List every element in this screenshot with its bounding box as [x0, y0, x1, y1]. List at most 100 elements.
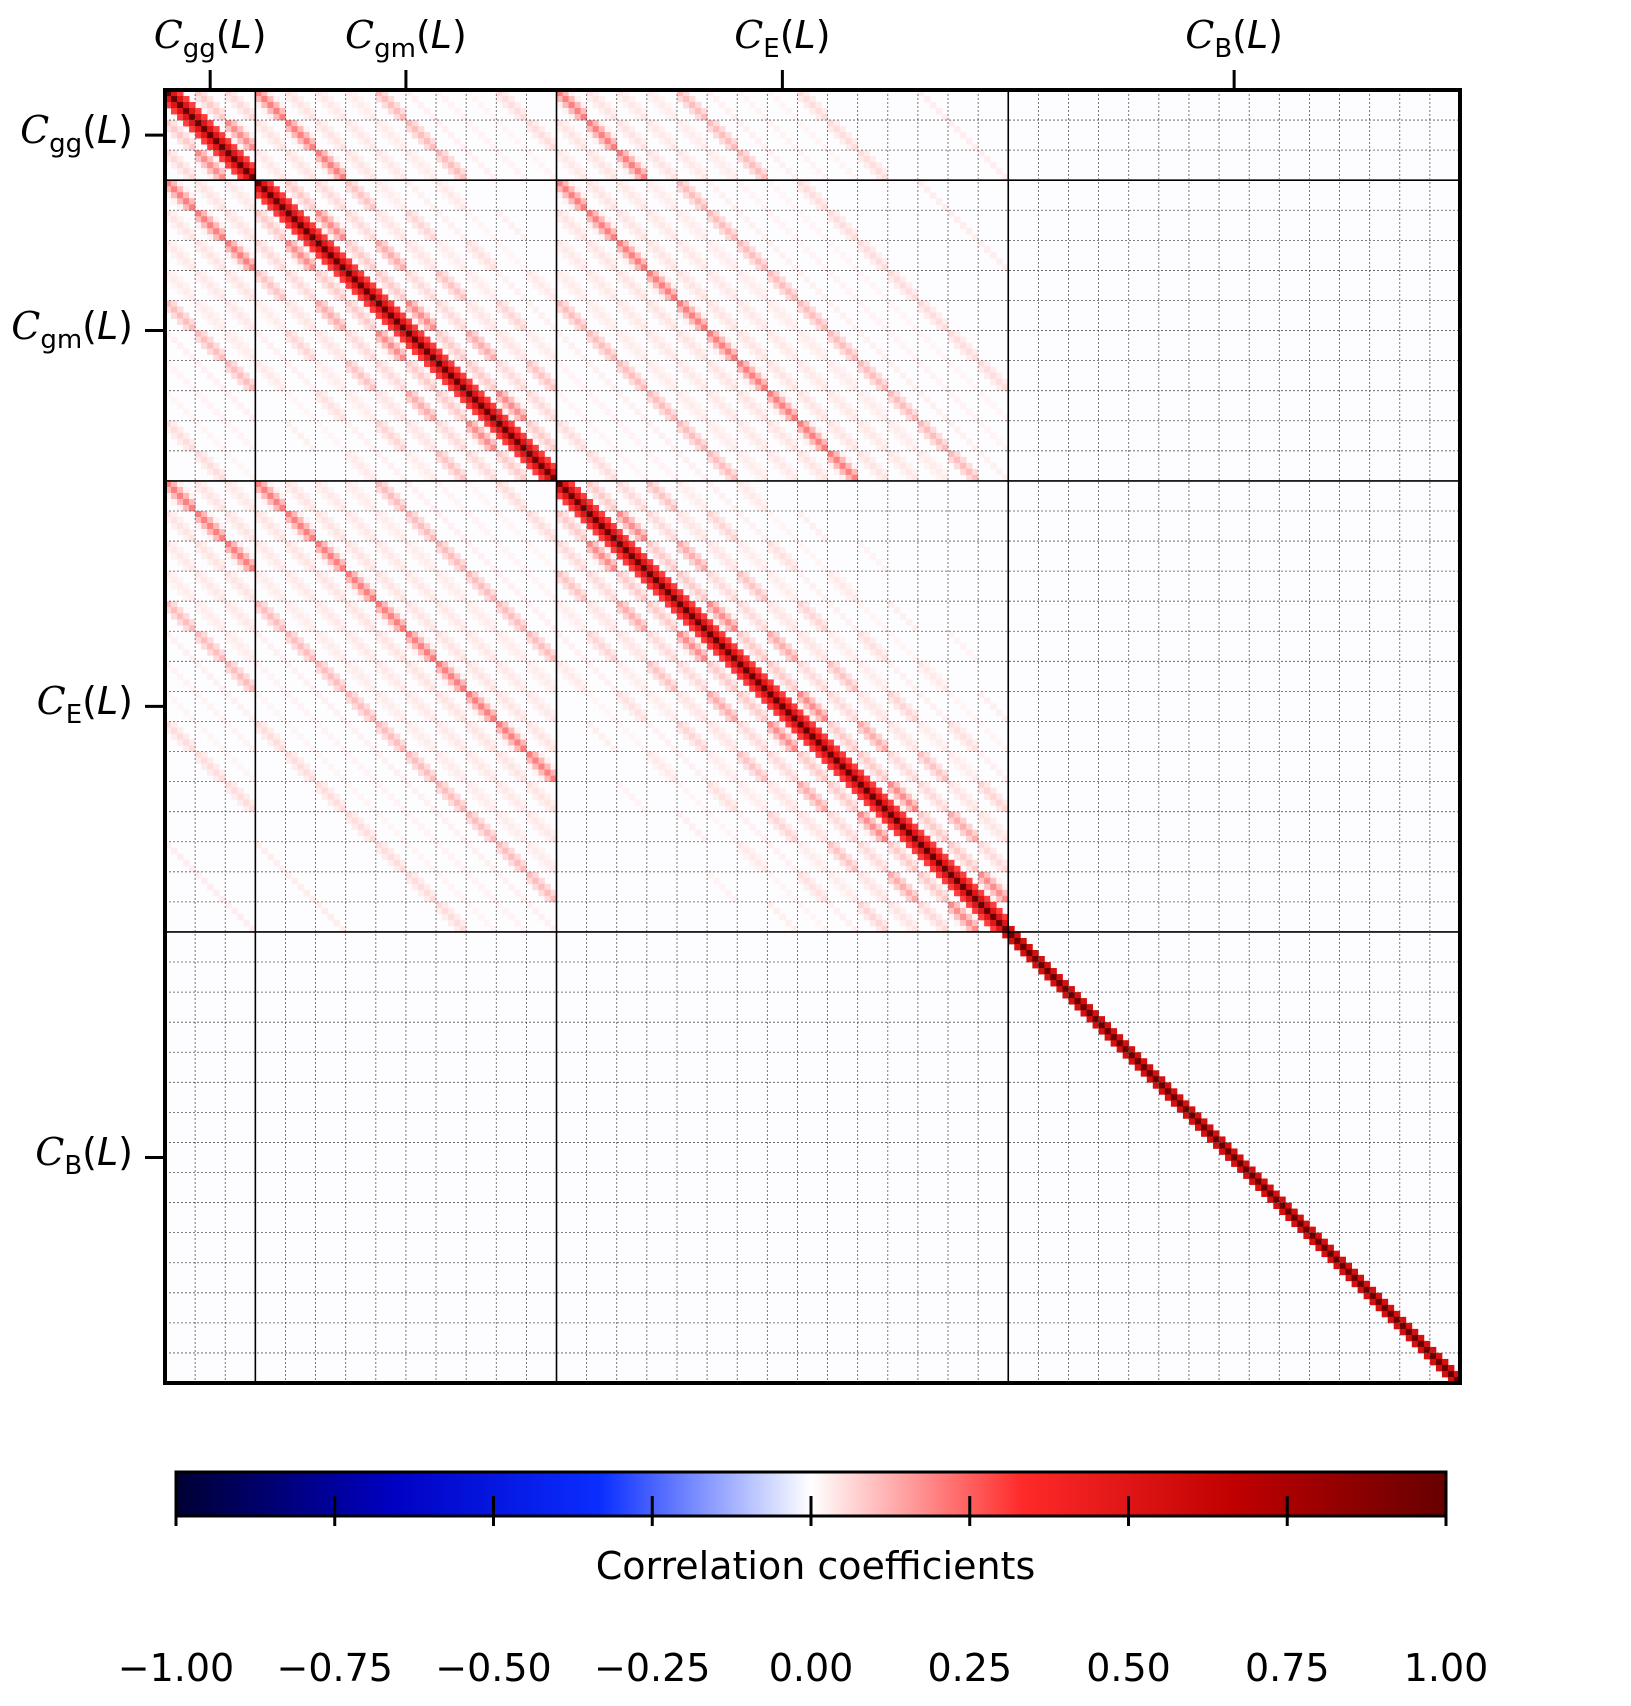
heatmap-cell — [201, 336, 208, 343]
heatmap-cell — [689, 378, 696, 386]
heatmap-cell — [171, 216, 178, 223]
heatmap-cell — [231, 559, 238, 566]
heatmap-cell — [935, 474, 943, 482]
heatmap-cell — [171, 547, 178, 554]
heatmap-cell — [339, 222, 347, 229]
heatmap-cell — [857, 246, 865, 253]
heatmap-cell — [303, 114, 310, 121]
heatmap-cell — [658, 306, 666, 313]
heatmap-cell — [436, 420, 443, 428]
heatmap-cell — [490, 438, 497, 446]
heatmap-cell — [411, 601, 419, 608]
heatmap-cell — [249, 258, 256, 265]
heatmap-cell — [785, 342, 792, 349]
heatmap-cell — [478, 426, 485, 434]
heatmap-cell — [773, 330, 780, 337]
heatmap-cell — [743, 396, 750, 404]
heatmap-cell — [689, 168, 696, 175]
heatmap-cell — [171, 541, 178, 548]
heatmap-cell — [689, 486, 696, 494]
heatmap-cell — [562, 306, 569, 313]
heatmap-cell — [411, 577, 419, 584]
heatmap-cell — [610, 504, 618, 512]
heatmap-cell — [195, 90, 202, 97]
heatmap-cell — [165, 601, 172, 608]
heatmap-cell — [297, 234, 304, 241]
heatmap-cell — [845, 168, 853, 175]
heatmap-cell — [743, 420, 750, 428]
heatmap-cell — [701, 504, 708, 512]
heatmap-cell — [375, 330, 383, 337]
heatmap-cell — [622, 306, 630, 313]
heatmap-cell — [454, 228, 461, 235]
heatmap-cell — [676, 120, 684, 127]
heatmap-cell — [701, 559, 708, 566]
heatmap-cell — [773, 342, 780, 349]
heatmap-cell — [707, 396, 714, 404]
heatmap-cell — [683, 577, 690, 584]
heatmap-cell — [417, 138, 425, 145]
heatmap-cell — [327, 192, 335, 199]
heatmap-cell — [177, 156, 184, 163]
heatmap-cell — [658, 559, 666, 566]
heatmap-cell — [628, 492, 636, 500]
heatmap-cell — [243, 174, 250, 181]
heatmap-cell — [960, 432, 967, 440]
heatmap-cell — [731, 378, 738, 386]
heatmap-cell — [604, 264, 612, 271]
heatmap-cell — [333, 264, 341, 271]
heatmap-cell — [520, 264, 527, 271]
heatmap-cell — [598, 535, 606, 542]
heatmap-cell — [454, 384, 461, 392]
heatmap-cell — [183, 504, 190, 512]
heatmap-cell — [634, 222, 642, 229]
heatmap-cell — [363, 198, 371, 205]
heatmap-cell — [935, 462, 943, 470]
heatmap-cell — [725, 162, 732, 169]
heatmap-cell — [755, 366, 762, 374]
heatmap-cell — [797, 270, 804, 277]
heatmap-cell — [839, 216, 847, 223]
heatmap-cell — [309, 234, 316, 241]
heatmap-cell — [508, 402, 515, 410]
heatmap-cell — [478, 282, 485, 289]
heatmap-cell — [622, 276, 630, 283]
heatmap-cell — [514, 114, 521, 121]
heatmap-cell — [622, 553, 630, 560]
heatmap-cell — [779, 607, 786, 614]
heatmap-cell — [658, 288, 666, 295]
heatmap-cell — [387, 498, 395, 506]
heatmap-cell — [399, 228, 407, 235]
heatmap-cell — [321, 276, 329, 283]
heatmap-cell — [737, 577, 744, 584]
heatmap-cell — [375, 186, 383, 193]
heatmap-cell — [658, 529, 666, 536]
heatmap-cell — [424, 222, 431, 229]
heatmap-cell — [761, 114, 768, 121]
heatmap-cell — [237, 486, 244, 494]
heatmap-cell — [496, 210, 503, 217]
heatmap-cell — [201, 228, 208, 235]
heatmap-cell — [333, 312, 341, 319]
heatmap-cell — [171, 510, 178, 518]
heatmap-cell — [411, 547, 419, 554]
heatmap-cell — [333, 414, 341, 422]
heatmap-cell — [345, 510, 353, 518]
heatmap-cell — [797, 396, 804, 404]
heatmap-cell — [634, 198, 642, 205]
heatmap-cell — [508, 420, 515, 428]
heatmap-cell — [357, 571, 365, 578]
heatmap-cell — [171, 240, 178, 247]
heatmap-cell — [676, 571, 684, 578]
heatmap-cell — [339, 114, 347, 121]
heatmap-cell — [454, 288, 461, 295]
heatmap-cell — [183, 234, 190, 241]
heatmap-cell — [695, 438, 702, 446]
heatmap-cell — [984, 426, 991, 434]
heatmap-cell — [652, 282, 660, 289]
heatmap-cell — [610, 204, 618, 211]
heatmap-cell — [803, 186, 810, 193]
heatmap-cell — [231, 102, 238, 109]
heatmap-cell — [213, 264, 220, 271]
heatmap-cell — [833, 210, 840, 217]
